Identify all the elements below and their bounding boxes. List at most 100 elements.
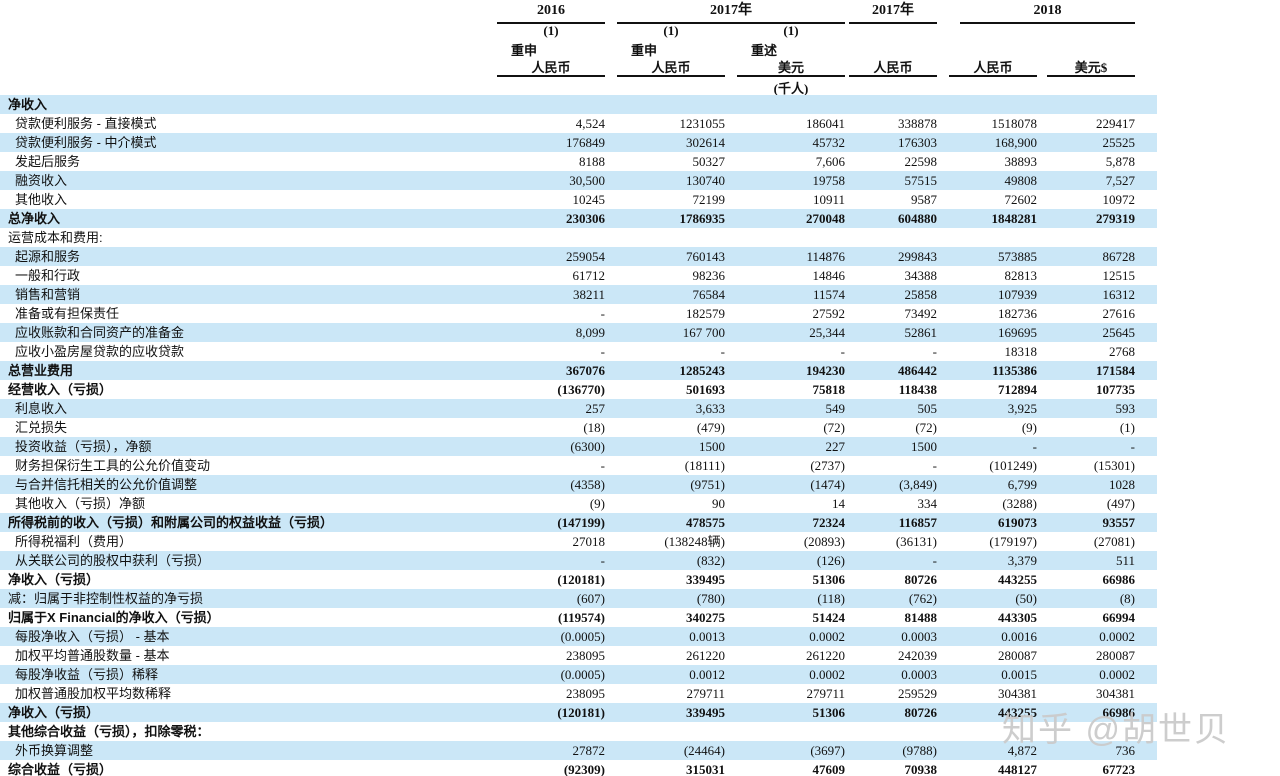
header-rule — [617, 75, 725, 77]
row-label: 经营收入（亏损） — [8, 382, 113, 397]
value-cell: 238095 — [566, 648, 605, 663]
value-cell: 8,099 — [575, 325, 605, 340]
value-cell: 19758 — [812, 173, 846, 188]
value-cell: (9751) — [690, 477, 725, 492]
table-row: 发起后服务 8188 50327 7,606 22598 38893 5,878 — [0, 152, 1157, 171]
value-cell: (1) — [1119, 420, 1135, 435]
value-cell: - — [932, 553, 937, 568]
value-cell: 72199 — [692, 192, 726, 207]
currency-label: 人民币 — [873, 60, 913, 75]
restate-label: 重述 — [751, 43, 778, 58]
value-cell: - — [720, 344, 725, 359]
value-cell: - — [600, 458, 605, 473]
row-label: 净收入（亏损） — [8, 572, 100, 587]
value-cell: (18111) — [684, 458, 725, 473]
currency-label: 人民币 — [531, 60, 571, 75]
row-label: 外币换算调整 — [15, 743, 94, 758]
value-cell: 25,344 — [809, 325, 845, 340]
value-cell: (1474) — [810, 477, 845, 492]
value-cell: 182736 — [998, 306, 1037, 321]
table-row: 每股净收入（亏损） - 基本 (0.0005) 0.0013 0.0002 0.0003… — [0, 627, 1157, 646]
table-row: 净收入（亏损） (120181) 339495 51306 80726 443255 669… — [0, 703, 1157, 722]
value-cell: 90 — [712, 496, 725, 511]
value-cell: (780) — [696, 591, 725, 606]
table-row: 应收账款和合同资产的准备金 8,099 167 700 25,344 52861 1696… — [0, 323, 1157, 342]
value-cell: 1848281 — [991, 211, 1038, 226]
watermark: 知乎 @胡世贝 — [1002, 711, 1230, 749]
value-cell: 7,606 — [815, 154, 845, 169]
row-label: 总净收入 — [8, 211, 61, 226]
currency-label: 人民币 — [651, 60, 691, 75]
value-cell: 257 — [585, 401, 606, 416]
value-cell: 1231055 — [679, 116, 726, 131]
table-row: 与合并信托相关的公允价值调整 (4358) (9751) (1474) (3,849) 6… — [0, 475, 1157, 494]
value-cell: 18318 — [1004, 344, 1038, 359]
value-cell: (479) — [696, 420, 725, 435]
table-row: 准备或有担保责任 - 182579 27592 73492 182736 27616 — [0, 304, 1157, 323]
row-label: 利息收入 — [15, 401, 68, 416]
value-cell: (136770) — [557, 382, 605, 397]
year-group-2017: 2017年 — [849, 2, 937, 24]
table-row: 一般和行政 61712 98236 14846 34388 82813 12515 — [0, 266, 1157, 285]
value-cell: 340275 — [686, 610, 725, 625]
value-cell: 118438 — [898, 382, 937, 397]
value-cell: 1786935 — [679, 211, 726, 226]
currency-label: 美元$ — [1074, 60, 1108, 75]
value-cell: 14846 — [812, 268, 846, 283]
value-cell: 52861 — [904, 325, 938, 340]
table-row: 汇兑损失 (18) (479) (72) (72) (9) (1) — [0, 418, 1157, 437]
row-label: 综合收益（亏损） — [8, 762, 113, 776]
value-cell: (832) — [696, 553, 725, 568]
value-cell: 66986 — [1102, 705, 1136, 720]
value-cell: 1518078 — [991, 116, 1038, 131]
value-cell: (3,849) — [899, 477, 937, 492]
footnote-marker: (1) — [783, 23, 799, 38]
value-cell: 7,527 — [1105, 173, 1135, 188]
value-cell: 168,900 — [994, 135, 1037, 150]
row-label: 投资收益（亏损），净额 — [15, 439, 152, 454]
value-cell: - — [600, 553, 605, 568]
row-label: 总营业费用 — [8, 363, 74, 378]
row-label: 其他综合收益（亏损），扣除零税： — [8, 724, 210, 739]
value-cell: (72) — [915, 420, 937, 435]
value-cell: 167 700 — [682, 325, 725, 340]
row-label: 财务担保衍生工具的公允价值变动 — [15, 458, 211, 473]
table-row: 净收入（亏损） (120181) 339495 51306 80726 443255 669… — [0, 570, 1157, 589]
value-cell: 50327 — [692, 154, 726, 169]
value-cell: 171584 — [1096, 363, 1135, 378]
row-label: 净收入 — [8, 97, 48, 112]
table-row: 运营成本和费用: — [0, 228, 1157, 247]
value-cell: 73492 — [904, 306, 938, 321]
value-cell: 279711 — [806, 686, 845, 701]
value-cell: 61712 — [572, 268, 606, 283]
value-cell: 0.0003 — [901, 629, 937, 644]
value-cell: (120181) — [557, 572, 605, 587]
footnote-marker: (1) — [543, 23, 559, 38]
row-label: 应收小盈房屋贷款的应收贷款 — [15, 344, 185, 359]
value-cell: 3,379 — [1007, 553, 1037, 568]
table-row: 贷款便利服务 - 中介模式 176849 302614 45732 176303 168,… — [0, 133, 1157, 152]
value-cell: 34388 — [904, 268, 938, 283]
value-cell: 51424 — [812, 610, 846, 625]
value-cell: 67723 — [1102, 762, 1136, 776]
value-cell: 30,500 — [569, 173, 605, 188]
value-cell: 619073 — [998, 515, 1037, 530]
value-cell: 9587 — [911, 192, 937, 207]
table-row: 贷款便利服务 - 直接模式 4,524 1231055 186041 338878 151… — [0, 114, 1157, 133]
value-cell: 443255 — [998, 705, 1037, 720]
value-cell: - — [932, 344, 937, 359]
value-cell: (3288) — [1002, 496, 1037, 511]
row-label: 所得税前的收入（亏损）和附属公司的权益收益（亏损） — [8, 515, 334, 530]
table-row: 其他收入（亏损）净额 (9) 90 14 334 (3288) (497) — [0, 494, 1157, 513]
value-cell: (147199) — [557, 515, 605, 530]
table-row: 利息收入 257 3,633 549 505 3,925 593 — [0, 399, 1157, 418]
value-cell: (0.0005) — [560, 629, 605, 644]
value-cell: 27592 — [812, 306, 846, 321]
value-cell: 76584 — [692, 287, 726, 302]
value-cell: 227 — [825, 439, 846, 454]
row-label: 贷款便利服务 - 中介模式 — [15, 135, 157, 150]
value-cell: (2737) — [810, 458, 845, 473]
row-label: 准备或有担保责任 — [15, 306, 120, 321]
value-cell: 47609 — [812, 762, 846, 776]
